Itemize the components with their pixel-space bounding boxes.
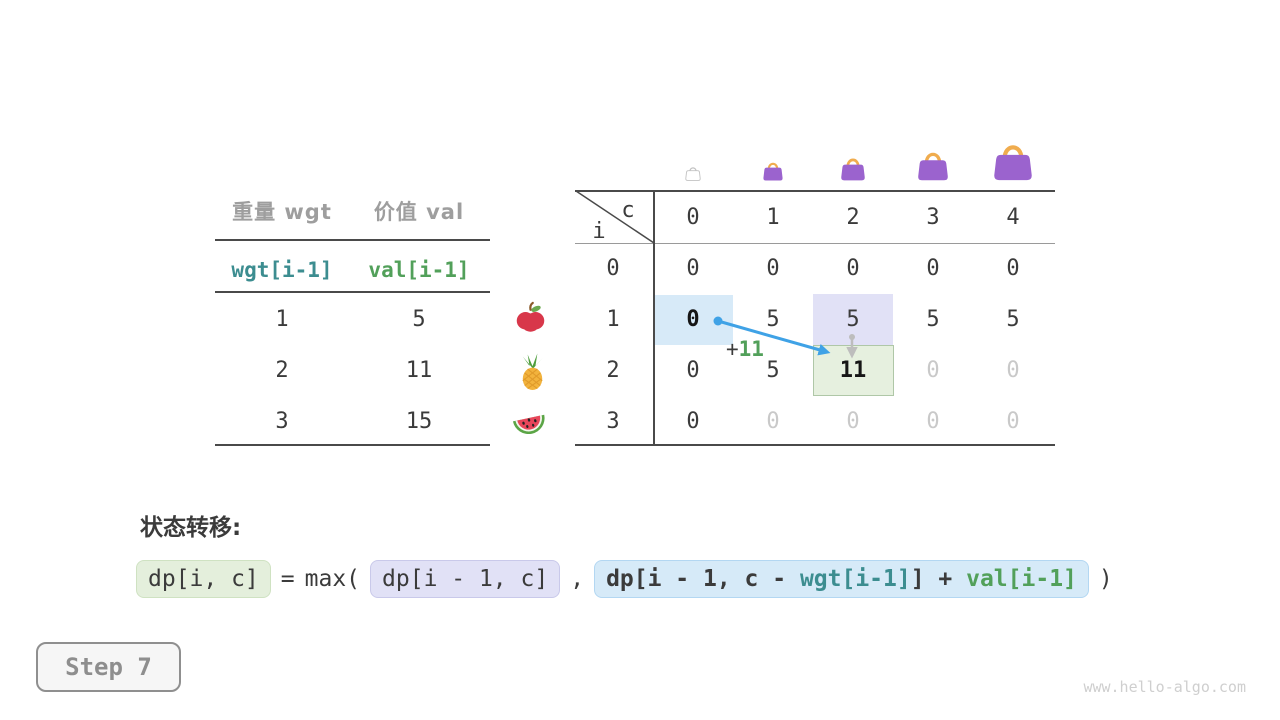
formula-close-paren: ) <box>1098 566 1113 592</box>
items-table-mid-rule <box>215 291 490 293</box>
dp-table-vertical-rule <box>653 190 655 446</box>
items-sub-val: val[i-1] <box>368 258 470 282</box>
items-col-weight-header: 重量 wgt <box>232 200 332 224</box>
item-wgt: 2 <box>275 358 289 383</box>
dp-row-header: 3 <box>606 409 620 434</box>
dp-col-header: 1 <box>766 205 780 230</box>
bag-icon <box>994 145 1032 181</box>
item-wgt: 3 <box>275 409 289 434</box>
formula-max-open: max( <box>304 566 361 592</box>
dp-cell: 0 <box>846 256 860 281</box>
formula-comma: , <box>570 566 585 592</box>
dp-table-header-rule <box>575 243 1055 244</box>
dp-cell: 0 <box>846 409 860 434</box>
formula-arg2-prefix: dp[i - 1, c - <box>606 566 800 592</box>
bag-icon <box>841 158 865 181</box>
dp-cell-source: 0 <box>686 307 700 332</box>
dp-table-bottom-rule <box>575 444 1055 446</box>
bag-icon <box>918 152 948 181</box>
dp-cell: 0 <box>926 256 940 281</box>
item-val: 5 <box>412 307 426 332</box>
formula-arg2-wgt: wgt[i-1] <box>799 566 911 592</box>
empty-bag-icon <box>685 167 701 181</box>
formula-arg2: dp[i - 1, c - wgt[i-1]] + val[i-1] <box>594 560 1089 598</box>
formula-arg2-val: val[i-1] <box>966 566 1077 592</box>
formula-lhs: dp[i, c] <box>136 560 271 598</box>
bag-icon <box>763 162 783 181</box>
dp-cell: 0 <box>766 409 780 434</box>
pineapple-icon <box>522 353 544 390</box>
dp-row-header: 2 <box>606 358 620 383</box>
dp-cell: 0 <box>766 256 780 281</box>
dp-cell: 0 <box>686 409 700 434</box>
dp-cell: 0 <box>686 358 700 383</box>
formula-equals: = <box>280 566 295 592</box>
dp-cell: 0 <box>1006 256 1020 281</box>
dp-row-header: 0 <box>606 256 620 281</box>
dp-cell: 5 <box>766 358 780 383</box>
dp-cell: 5 <box>1006 307 1020 332</box>
state-transition-label: 状态转移: <box>140 515 242 541</box>
item-val: 15 <box>405 409 433 434</box>
step-badge: Step 7 <box>36 642 181 692</box>
dp-table-top-rule <box>575 190 1055 192</box>
items-table-top-rule <box>215 239 490 241</box>
dp-cell: 0 <box>926 358 940 383</box>
dp-cell: 0 <box>1006 358 1020 383</box>
dp-col-header: 3 <box>926 205 940 230</box>
added-value: 11 <box>738 337 764 361</box>
dp-cell: 5 <box>846 307 860 332</box>
dp-row-header: 1 <box>606 307 620 332</box>
item-val: 11 <box>405 358 433 383</box>
dp-cell: 5 <box>926 307 940 332</box>
items-sub-wgt: wgt[i-1] <box>231 258 333 282</box>
plus-sign: + <box>726 337 739 361</box>
dp-cell: 0 <box>1006 409 1020 434</box>
dp-cell-current: 11 <box>839 358 867 383</box>
items-table-bottom-rule <box>215 444 490 446</box>
watermelon-icon <box>512 414 545 435</box>
dp-col-header: 2 <box>846 205 860 230</box>
items-col-value-header: 价值 val <box>373 200 465 224</box>
transition-add-label: +11 <box>726 336 764 362</box>
dp-col-header: 4 <box>1006 205 1020 230</box>
apple-icon <box>516 301 545 332</box>
formula-arg1: dp[i - 1, c] <box>370 560 561 598</box>
dp-cell: 0 <box>686 256 700 281</box>
formula-arg2-mid: ] + <box>910 566 967 592</box>
dp-col-header: 0 <box>686 205 700 230</box>
state-transition-formula: dp[i, c] = max( dp[i - 1, c] , dp[i - 1,… <box>136 560 1113 598</box>
item-wgt: 1 <box>275 307 289 332</box>
dp-cell: 0 <box>926 409 940 434</box>
watermark: www.hello-algo.com <box>1083 678 1246 696</box>
